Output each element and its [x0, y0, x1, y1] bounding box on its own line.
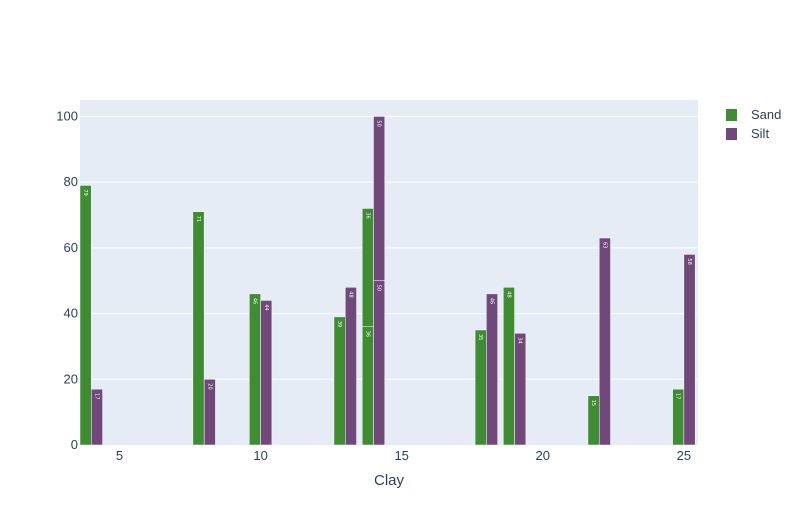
bar-value-label: 48 — [347, 291, 353, 297]
bar-sand[interactable] — [79, 185, 92, 446]
gridlines — [80, 115, 698, 380]
bar-value-label: 39 — [336, 321, 342, 327]
plot-background — [80, 100, 698, 445]
bar-value-label: 71 — [195, 216, 201, 222]
bar-value-label: 20 — [206, 383, 212, 389]
bar-value-label: 35 — [477, 334, 483, 340]
bar-silt[interactable] — [91, 388, 103, 446]
bar-value-label: 79 — [82, 189, 88, 195]
y-tick-label: 0 — [71, 437, 78, 452]
legend[interactable]: Sand Silt — [726, 107, 781, 141]
bar-value-label: 48 — [505, 291, 511, 297]
y-tick-label: 20 — [64, 371, 78, 386]
bar-value-label: 17 — [93, 393, 99, 399]
bar-sand[interactable] — [503, 287, 515, 446]
bars: 79 71 46 39 36 36 35 48 15 17 17 20 44 48 50 50 46 34 63 58 — [79, 116, 696, 446]
bar-silt[interactable] — [486, 293, 498, 446]
x-tick-label: 5 — [116, 448, 123, 463]
legend-swatch[interactable] — [726, 128, 737, 140]
bar-value-label: 50 — [376, 120, 382, 126]
bar-value-label: 50 — [376, 285, 382, 291]
y-tick-label: 60 — [64, 240, 78, 255]
bar-silt[interactable] — [260, 300, 273, 446]
y-tick-label: 40 — [64, 306, 78, 321]
bar-sand[interactable] — [249, 293, 261, 446]
y-axis-ticks: 0 20 40 60 80 100 — [56, 108, 78, 452]
bar-sand[interactable] — [361, 208, 374, 327]
bar-value-label: 58 — [686, 258, 692, 264]
legend-label[interactable]: Sand — [751, 107, 781, 122]
bar-silt[interactable] — [373, 280, 386, 446]
bar-value-label: 36 — [364, 331, 370, 337]
y-tick-label: 100 — [56, 108, 78, 123]
y-tick-label: 80 — [64, 174, 78, 189]
bar-silt[interactable] — [683, 254, 696, 446]
x-axis-ticks: 5 10 15 20 25 — [116, 448, 691, 463]
bar-value-label: 46 — [251, 298, 257, 304]
legend-swatch[interactable] — [726, 109, 737, 121]
bar-value-label: 34 — [517, 337, 523, 343]
legend-label[interactable]: Silt — [751, 126, 769, 141]
bar-silt[interactable] — [598, 237, 611, 446]
bar-value-label: 63 — [601, 242, 607, 248]
bar-silt[interactable] — [514, 333, 527, 446]
bar-silt[interactable] — [345, 287, 357, 446]
bar-sand[interactable] — [192, 211, 205, 446]
x-tick-label: 20 — [536, 448, 550, 463]
bar-value-label: 44 — [263, 304, 269, 310]
bar-sand[interactable] — [333, 316, 346, 446]
bar-sand[interactable] — [474, 329, 487, 446]
bar-sand[interactable] — [361, 326, 374, 446]
x-tick-label: 25 — [677, 448, 691, 463]
bar-value-label: 46 — [489, 298, 495, 304]
x-tick-label: 15 — [394, 448, 408, 463]
bar-silt[interactable] — [373, 116, 386, 281]
bar-value-label: 15 — [590, 400, 596, 406]
bar-silt[interactable] — [203, 379, 216, 446]
x-tick-label: 10 — [253, 448, 267, 463]
bar-value-label: 36 — [364, 212, 370, 218]
x-axis-title: Clay — [374, 472, 405, 489]
bar-value-label: 17 — [675, 393, 681, 399]
